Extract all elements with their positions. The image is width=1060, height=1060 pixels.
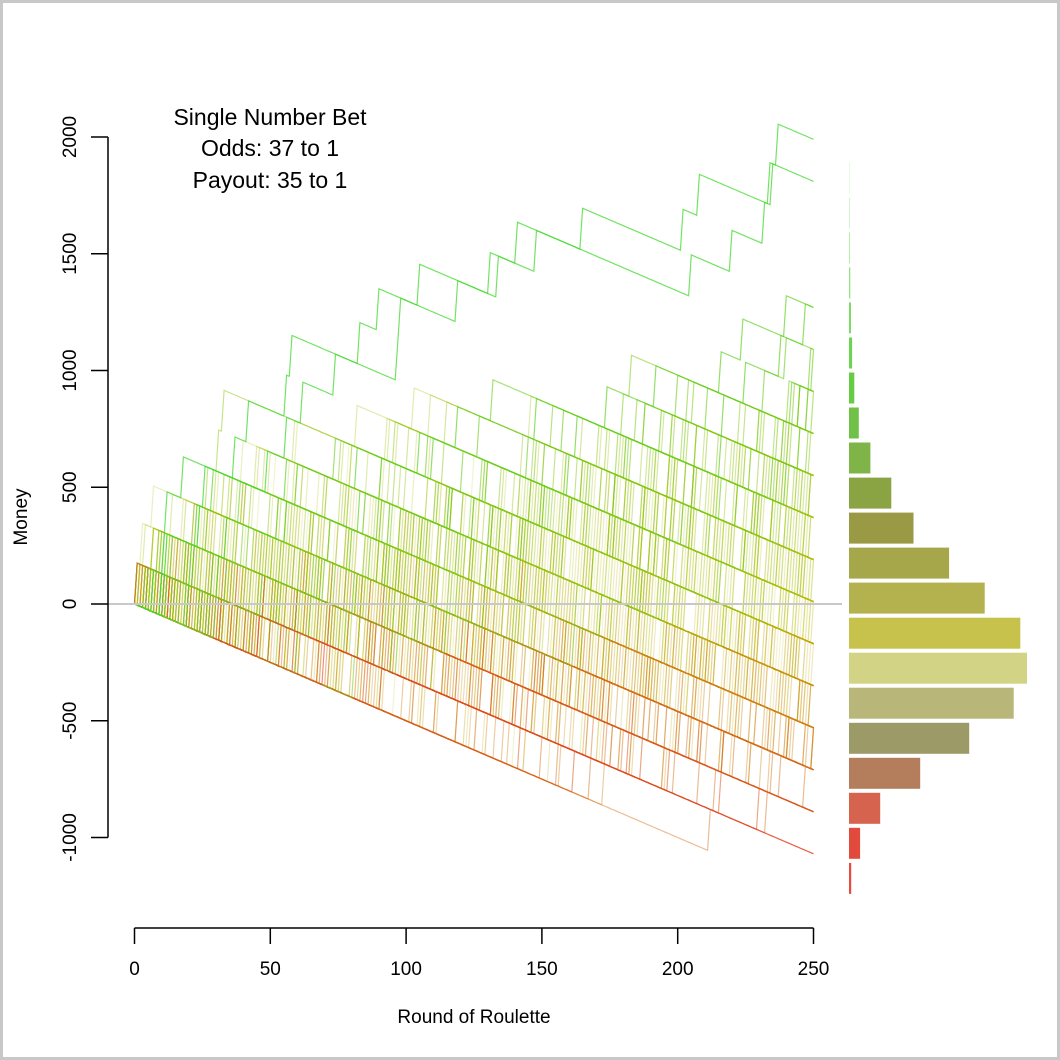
sample-path-241 [134, 585, 814, 695]
y-tick-label: 2000 [60, 116, 81, 158]
sample-path-272 [134, 591, 814, 714]
sample-path-25 [134, 512, 814, 625]
annotation-payout: Payout: 35 to 1 [193, 167, 348, 193]
histogram-bar-11 [849, 477, 892, 509]
y-tick-label: -500 [60, 702, 81, 740]
histogram-bar-19 [849, 197, 850, 229]
sample-path-218 [134, 508, 814, 616]
sample-path-95 [134, 552, 814, 653]
histogram-bar-17 [849, 267, 851, 299]
histogram-bar-6 [849, 652, 1027, 684]
sample-path-420 [134, 447, 814, 674]
sample-path-144 [134, 577, 814, 715]
x-tick-label: 0 [129, 959, 140, 980]
sample-path-171 [134, 534, 814, 671]
x-axis-title: Round of Roulette [397, 1007, 550, 1028]
sample-path-40 [134, 509, 814, 610]
sample-path-462 [134, 403, 814, 635]
histogram-bar-8 [849, 582, 985, 614]
histogram-bar-2 [849, 792, 881, 824]
sample-path-478 [134, 575, 814, 813]
sample-path-91 [134, 579, 814, 701]
sample-path-11 [134, 591, 814, 696]
sample-path-228 [134, 494, 814, 614]
x-tick-label: 250 [798, 959, 830, 980]
sample-path-199 [134, 540, 814, 666]
sample-path-449 [134, 566, 814, 798]
histogram-bar-1 [849, 827, 861, 859]
sample-path-492 [134, 603, 814, 855]
sample-path-308 [134, 513, 814, 618]
sample-path-69 [134, 583, 814, 708]
marginal-histogram [849, 162, 1027, 894]
y-tick-label: 0 [60, 599, 81, 610]
sample-path-456 [134, 603, 814, 852]
histogram-bar-18 [849, 232, 850, 264]
histogram-bar-7 [849, 617, 1021, 649]
x-axis: 0 50 100 150 200 250 [129, 927, 830, 980]
histogram-bar-3 [849, 757, 921, 789]
histogram-bar-15 [849, 337, 853, 369]
x-tick-label: 50 [260, 959, 281, 980]
sample-path-441 [134, 603, 814, 834]
sample-path-217 [134, 488, 814, 635]
histogram-bar-20 [849, 162, 850, 194]
histogram-bar-14 [849, 372, 855, 404]
sample-path-44 [134, 548, 814, 658]
sample-path-155 [134, 550, 814, 668]
y-axis-title: Money [11, 488, 32, 546]
sample-path-475 [134, 573, 814, 813]
histogram-bar-0 [849, 862, 852, 894]
y-tick-label: -1000 [60, 813, 81, 862]
sample-path-34 [134, 533, 814, 673]
sample-path-493 [134, 349, 815, 626]
sample-path-68 [134, 575, 814, 702]
histogram-bar-13 [849, 407, 859, 439]
y-axis: -1000 -500 0 500 1000 1500 2000 [60, 116, 109, 862]
histogram-bar-10 [849, 512, 914, 544]
x-tick-label: 100 [390, 959, 422, 980]
y-tick-label: 1000 [60, 349, 81, 391]
sample-path-184 [134, 491, 814, 629]
sample-path-138 [134, 537, 814, 657]
x-tick-label: 150 [526, 959, 558, 980]
sample-path-127 [134, 579, 814, 695]
sample-path-497 [134, 303, 814, 628]
annotation-odds: Odds: 37 to 1 [201, 135, 339, 161]
sample-path-254 [134, 590, 814, 703]
sample-path-96 [134, 590, 814, 717]
sample-path-206 [134, 547, 814, 673]
sample-path-178 [134, 499, 814, 631]
sample-path-499 [134, 123, 814, 616]
sample-path-112 [134, 577, 814, 701]
sample-path-180 [134, 549, 814, 670]
sample-path-136 [134, 594, 814, 693]
y-tick-label: 1500 [60, 233, 81, 275]
histogram-bar-12 [849, 442, 871, 474]
histogram-bar-5 [849, 687, 1014, 719]
histogram-bar-16 [849, 302, 851, 334]
sample-paths [133, 123, 815, 855]
sample-path-238 [134, 543, 814, 687]
histogram-bar-9 [849, 547, 950, 579]
sample-path-181 [134, 548, 814, 656]
sample-path-46 [134, 509, 814, 628]
sample-path-10 [133, 492, 814, 622]
x-tick-label: 200 [662, 959, 694, 980]
sample-path-496 [134, 294, 814, 617]
sample-path-264 [134, 576, 814, 698]
y-tick-label: 500 [60, 471, 81, 503]
sample-path-35 [134, 547, 814, 668]
histogram-bar-4 [849, 722, 970, 754]
annotation-title: Single Number Bet [173, 104, 367, 130]
sample-path-477 [134, 603, 814, 831]
sample-path-21 [134, 491, 814, 619]
sample-path-223 [134, 503, 814, 626]
